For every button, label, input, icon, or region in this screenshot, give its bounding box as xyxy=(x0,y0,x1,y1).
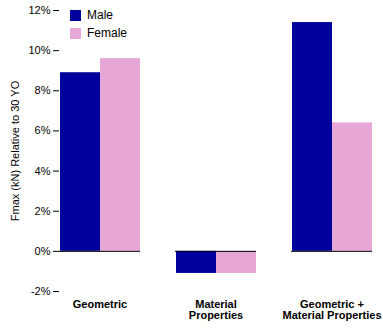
svg-text:6%: 6% xyxy=(35,124,51,136)
svg-text:8%: 8% xyxy=(35,84,51,96)
svg-text:Fmax (kN) Relative to 30 YO: Fmax (kN) Relative to 30 YO xyxy=(9,80,21,221)
svg-text:-2%: -2% xyxy=(31,285,51,297)
svg-text:Geometric +Material Properties: Geometric +Material Properties xyxy=(282,298,381,321)
svg-text:10%: 10% xyxy=(28,44,50,56)
svg-text:0%: 0% xyxy=(35,245,51,257)
html-text:Female: Female xyxy=(87,26,127,40)
svg-text:2%: 2% xyxy=(35,205,51,217)
svg-text:12%: 12% xyxy=(28,4,50,16)
svg-text:4%: 4% xyxy=(35,165,51,177)
html-text:Male: Male xyxy=(87,8,113,22)
svg-text:MaterialProperties: MaterialProperties xyxy=(189,298,243,321)
svg-text:Geometric: Geometric xyxy=(73,298,127,310)
